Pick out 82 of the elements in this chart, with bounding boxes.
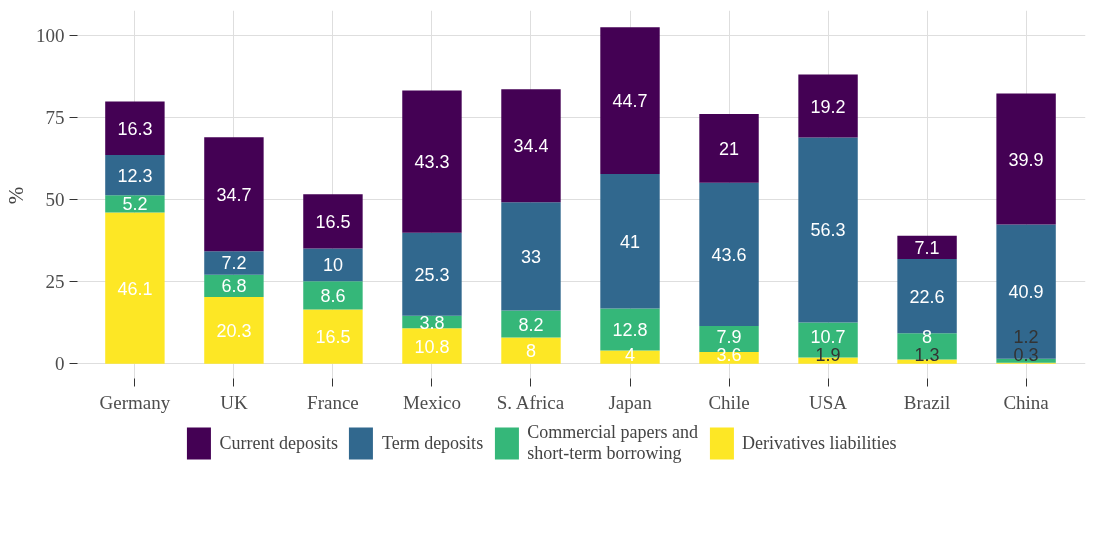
bar xyxy=(996,224,1056,359)
data-label: 8 xyxy=(525,341,536,362)
bar xyxy=(996,93,1056,225)
legend-label: Derivatives liabilities xyxy=(742,432,897,454)
y-axis-title: % xyxy=(4,186,28,205)
bar xyxy=(600,174,660,309)
data-label: 3.8 xyxy=(419,312,445,333)
bar xyxy=(303,309,363,364)
bar xyxy=(105,154,165,196)
bar xyxy=(501,202,561,311)
bar xyxy=(501,337,561,364)
data-label: 40.9 xyxy=(1008,282,1044,303)
data-label: 44.7 xyxy=(612,91,648,112)
x-tick-label: UK xyxy=(220,391,248,413)
data-label: 16.3 xyxy=(117,118,153,139)
bar xyxy=(303,248,363,282)
legend-label: Commercial papers and short-term borrowing xyxy=(527,422,699,464)
legend-label: Term deposits xyxy=(381,432,484,454)
data-label: 12.3 xyxy=(117,165,153,186)
bar xyxy=(303,281,363,310)
data-label: 16.5 xyxy=(315,211,351,232)
data-label: 43.3 xyxy=(414,152,450,173)
bar xyxy=(204,297,264,364)
bar xyxy=(204,251,264,275)
y-tick-label: 100 xyxy=(36,24,65,46)
data-label: 10.7 xyxy=(810,326,846,347)
data-label: 33 xyxy=(520,246,542,267)
data-label: 1.2 xyxy=(1013,326,1039,347)
bar xyxy=(402,328,462,364)
data-label: 5.2 xyxy=(122,194,148,215)
data-label: 8.2 xyxy=(518,314,544,335)
data-label: 19.2 xyxy=(810,96,846,117)
bar xyxy=(699,182,759,326)
data-label: 10.8 xyxy=(414,336,450,357)
data-label: 20.3 xyxy=(216,320,252,341)
data-label: 10 xyxy=(322,255,343,276)
bar xyxy=(105,212,165,364)
data-label: 16.5 xyxy=(315,327,351,348)
data-label: 41 xyxy=(620,231,641,252)
data-label: 8 xyxy=(922,326,933,347)
data-label: 21 xyxy=(719,138,740,159)
bar xyxy=(600,350,660,364)
x-tick-label: Mexico xyxy=(402,391,461,413)
data-label: 43.6 xyxy=(711,244,747,265)
x-tick-label: China xyxy=(1003,391,1050,413)
data-label: 12.8 xyxy=(612,320,648,341)
data-label: 4 xyxy=(625,344,636,365)
data-label: 56.3 xyxy=(810,220,846,241)
data-label: 6.8 xyxy=(221,276,247,297)
data-label: 8.6 xyxy=(320,285,346,306)
data-label: 34.7 xyxy=(216,184,252,205)
bar xyxy=(699,113,759,183)
data-label: 7.9 xyxy=(716,326,742,347)
bar xyxy=(105,101,165,155)
x-tick-label: S. Africa xyxy=(496,391,565,413)
data-label: 7.2 xyxy=(221,253,247,274)
data-label: 7.1 xyxy=(914,237,940,258)
x-tick-label: Japan xyxy=(608,391,653,413)
bar xyxy=(303,194,363,249)
data-label: 22.6 xyxy=(909,286,945,307)
x-tick-label: Germany xyxy=(99,391,171,413)
bar xyxy=(897,235,957,260)
data-label: 39.9 xyxy=(1008,149,1044,170)
bar xyxy=(501,89,561,203)
data-label: 34.4 xyxy=(513,136,549,157)
x-tick-label: Chile xyxy=(708,391,750,413)
x-tick-label: USA xyxy=(809,391,848,413)
bar xyxy=(402,232,462,316)
bar xyxy=(798,137,858,323)
y-tick-label: 50 xyxy=(45,189,65,211)
y-tick-label: 0 xyxy=(55,353,65,375)
y-tick-label: 75 xyxy=(45,107,65,129)
bar xyxy=(798,74,858,138)
data-label: 25.3 xyxy=(414,264,450,285)
bar xyxy=(600,27,660,174)
y-tick-label: 25 xyxy=(45,271,65,293)
x-tick-label: France xyxy=(307,391,359,413)
data-label: 46.1 xyxy=(117,278,153,299)
bar xyxy=(204,137,264,252)
bar xyxy=(402,90,462,233)
legend-label: Current deposits xyxy=(219,432,338,454)
x-tick-label: Brazil xyxy=(903,391,951,413)
